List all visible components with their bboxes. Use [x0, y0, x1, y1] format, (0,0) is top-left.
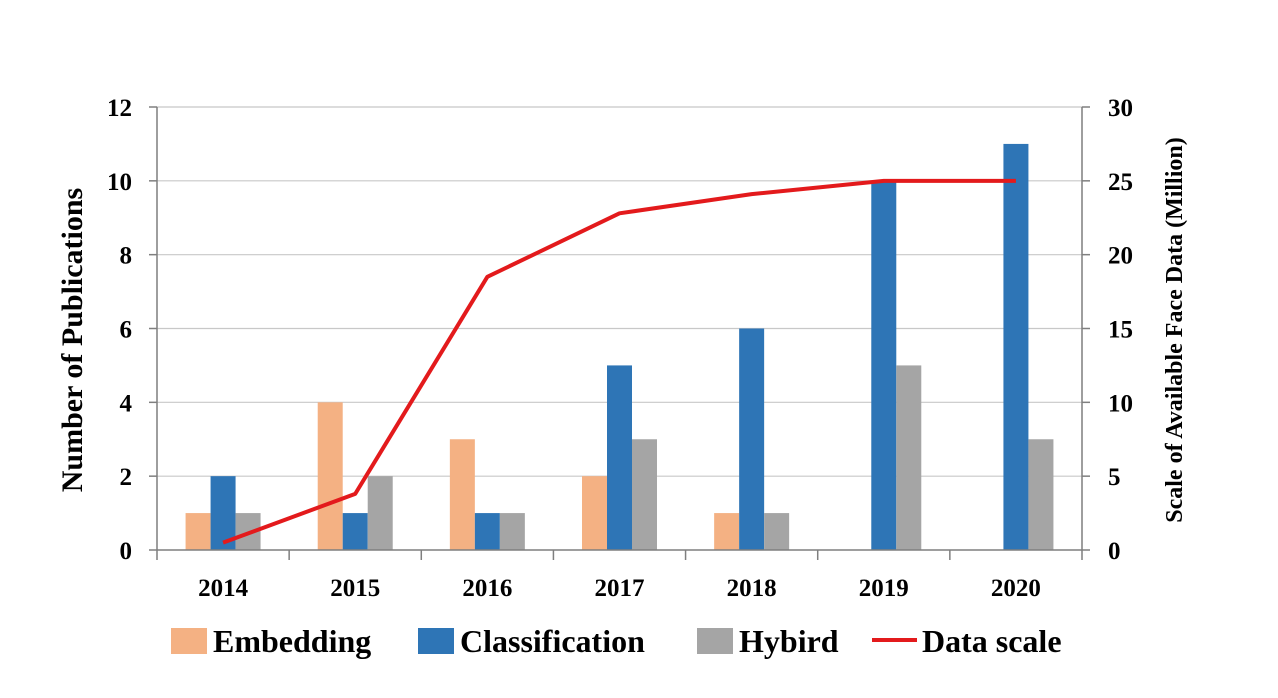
x-tick-label: 2015 [330, 575, 380, 602]
y-tick-label: 0 [120, 538, 133, 565]
bar-classification-2017 [607, 365, 632, 550]
bar-embedding-2014 [186, 513, 211, 550]
x-tick-label: 2020 [991, 575, 1041, 602]
x-tick-label: 2017 [595, 575, 645, 602]
bar-hybird-2017 [632, 439, 657, 550]
legend-label-embedding: Embedding [213, 623, 371, 659]
y-tick-label: 6 [120, 317, 133, 344]
bars-group [186, 144, 1054, 550]
legend-swatch-hybird [697, 628, 733, 654]
bar-classification-2015 [343, 513, 368, 550]
y-tick-label: 8 [120, 243, 133, 270]
y-tick-label: 4 [120, 390, 133, 417]
bar-hybird-2019 [896, 365, 921, 550]
bar-embedding-2015 [318, 402, 343, 550]
bar-classification-2016 [475, 513, 500, 550]
x-tick-label: 2014 [198, 575, 249, 602]
legend-label-data-scale: Data scale [922, 623, 1062, 659]
y2-tick-label: 25 [1108, 169, 1133, 196]
y2-tick-label: 15 [1108, 317, 1133, 344]
legend-swatch-classification [418, 628, 454, 654]
bar-hybird-2020 [1028, 439, 1053, 550]
y-tick-label: 10 [107, 169, 132, 196]
x-tick-label: 2016 [462, 575, 512, 602]
bar-classification-2020 [1003, 144, 1028, 550]
y2-tick-label: 0 [1108, 538, 1121, 565]
y2-axis-title: Scale of Available Face Data (Million) [1162, 137, 1188, 523]
y-tick-label: 12 [107, 95, 132, 122]
bar-hybird-2018 [764, 513, 789, 550]
y2-tick-label: 20 [1108, 243, 1133, 270]
legend-label-classification: Classification [460, 623, 645, 659]
bar-embedding-2018 [714, 513, 739, 550]
bar-hybird-2015 [368, 476, 393, 550]
y2-tick-label: 10 [1108, 390, 1133, 417]
bar-classification-2018 [739, 329, 764, 551]
y-tick-label: 2 [120, 464, 133, 491]
bar-embedding-2017 [582, 476, 607, 550]
bar-classification-2019 [871, 181, 896, 550]
y2-tick-label: 5 [1108, 464, 1121, 491]
bar-embedding-2016 [450, 439, 475, 550]
y2-tick-label: 30 [1108, 95, 1133, 122]
bar-hybird-2016 [500, 513, 525, 550]
x-tick-label: 2019 [859, 575, 909, 602]
legend-swatch-embedding [171, 628, 207, 654]
x-tick-label: 2018 [727, 575, 777, 602]
legend-label-hybird: Hybird [739, 623, 839, 659]
y-axis-title: Number of Publications [56, 188, 89, 492]
legend: Embedding Classification Hybird Data sca… [171, 623, 1062, 659]
